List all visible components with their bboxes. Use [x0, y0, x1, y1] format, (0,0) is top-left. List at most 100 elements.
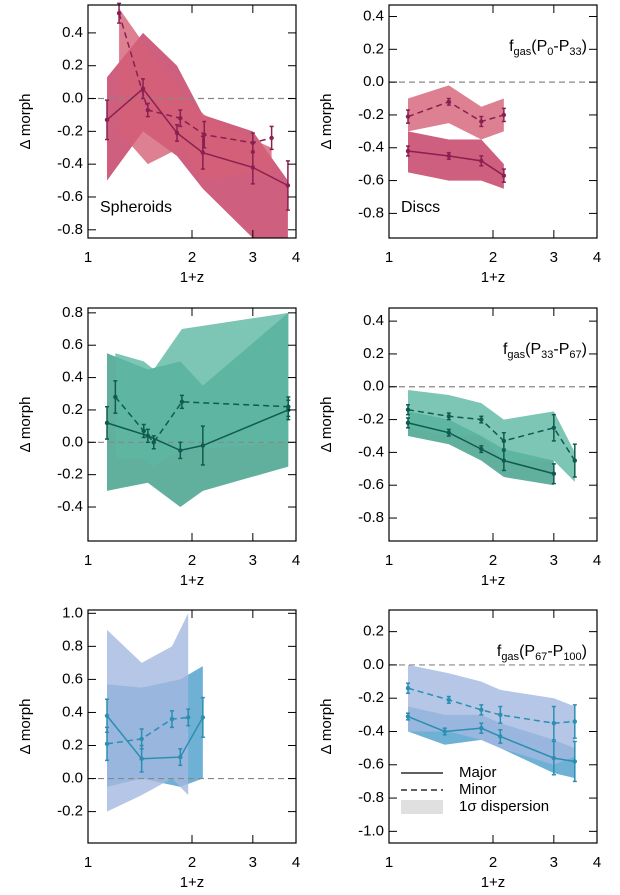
y-tick-label: -0.8: [358, 789, 384, 806]
x-tick-label: 2: [188, 249, 196, 266]
data-point: [178, 448, 183, 453]
x-tick-label: 1: [84, 249, 92, 266]
annotation-part: (P: [531, 38, 547, 55]
annotation-part: f: [509, 38, 514, 55]
annotation-part: ): [582, 643, 587, 660]
x-axis-label: 1+z: [180, 572, 205, 589]
y-tick-label: 0.0: [62, 770, 83, 787]
y-axis-label: Δ morph: [17, 94, 34, 150]
y-tick-label: -0.6: [358, 476, 384, 493]
y-tick-label: -0.8: [358, 509, 384, 526]
data-point: [551, 471, 557, 476]
data-point: [405, 407, 411, 412]
panel: 0.2 0.0 -0.2 -0.4 -0.6 -0.8 -1.01 2 3 4 1+z Δ morph…: [318, 609, 601, 891]
x-tick-label: 4: [292, 249, 300, 266]
legend-swatch: [401, 800, 443, 814]
annotation-part: ): [582, 341, 587, 358]
y-tick-label: 0.6: [62, 670, 83, 687]
legend-label: Minor: [459, 781, 497, 798]
annotation-part: 100: [563, 651, 581, 663]
data-point: [405, 148, 411, 154]
y-tick-label: 0.2: [363, 345, 384, 362]
data-point: [446, 414, 452, 419]
y-tick-label: -0.4: [358, 722, 384, 739]
data-point: [446, 697, 452, 703]
data-point: [551, 755, 557, 761]
series-line: [106, 716, 189, 745]
data-point: [116, 11, 122, 16]
y-tick-label: 0.0: [363, 378, 384, 395]
annotation: fgas(P67-P100): [497, 643, 587, 663]
y-tick-label: -0.2: [57, 466, 83, 483]
annotation-part: gas: [501, 651, 519, 663]
y-tick-label: 0.2: [62, 401, 83, 418]
data-point: [104, 420, 110, 426]
annotation: fgas(P33-P67): [503, 341, 587, 361]
x-tick-label: 4: [593, 552, 601, 569]
annotation-part: ): [582, 38, 587, 55]
x-axis-label: 1+z: [481, 874, 506, 891]
dispersion-band: [408, 664, 575, 765]
x-axis-label: 1+z: [180, 269, 205, 286]
y-tick-label: -0.2: [57, 122, 83, 139]
y-tick-label: -0.2: [358, 106, 384, 123]
data-point: [250, 165, 256, 170]
y-tick-label: -0.4: [358, 443, 384, 460]
y-tick-label: 0.0: [62, 89, 83, 106]
series-line: [118, 12, 272, 144]
annotation-part: -P: [553, 38, 569, 55]
data-point: [551, 720, 557, 726]
dispersion-band: [107, 613, 189, 812]
dispersion-band: [119, 8, 272, 181]
y-tick-label: 0.4: [363, 312, 384, 329]
x-tick-label: 3: [249, 552, 257, 569]
data-point: [104, 117, 110, 123]
y-axis-label: Δ morph: [17, 397, 34, 453]
annotation-part: 33: [569, 46, 581, 58]
data-point: [104, 741, 110, 747]
annotation-part: f: [503, 341, 508, 358]
y-tick-label: 0.4: [363, 7, 384, 24]
x-tick-label: 2: [489, 249, 497, 266]
annotation-part: 67: [535, 651, 547, 663]
data-point: [446, 153, 452, 159]
data-point: [479, 446, 484, 452]
data-point: [405, 114, 411, 119]
x-tick-label: 3: [550, 854, 558, 871]
data-point: [479, 119, 484, 124]
series-line: [407, 408, 576, 462]
data-point: [269, 135, 274, 141]
series-line: [106, 715, 204, 760]
y-tick-label: 0.2: [363, 40, 384, 57]
data-point: [151, 440, 156, 445]
y-tick-label: 0.2: [62, 736, 83, 753]
data-point: [479, 158, 484, 164]
data-point: [501, 173, 507, 178]
y-tick-label: -0.4: [57, 155, 83, 172]
annotation: fgas(P0-P33): [509, 38, 587, 58]
data-point: [498, 712, 503, 718]
annotation: Discs: [401, 199, 440, 216]
y-axis-label: Δ morph: [17, 699, 34, 755]
y-tick-label: 0.0: [363, 656, 384, 673]
y-tick-label: -0.8: [57, 221, 83, 238]
data-point: [501, 438, 507, 444]
panel: 0.4 0.2 0.0 -0.2 -0.4 -0.6 -0.81 2 3 4 1+z Δ morph S…: [17, 2, 300, 286]
y-axis-label: Δ morph: [318, 699, 335, 755]
y-tick-label: -0.2: [57, 803, 83, 820]
x-tick-label: 2: [489, 854, 497, 871]
data-point: [286, 404, 291, 409]
data-point: [178, 754, 183, 760]
data-point: [169, 716, 175, 722]
y-axis-label: Δ morph: [318, 94, 335, 150]
data-point: [551, 425, 557, 430]
x-tick-label: 1: [385, 249, 393, 266]
data-point: [479, 417, 484, 422]
y-tick-label: -0.4: [57, 498, 83, 515]
data-point: [479, 725, 484, 731]
x-tick-label: 3: [550, 249, 558, 266]
data-point: [285, 183, 291, 188]
x-tick-label: 3: [550, 552, 558, 569]
series-line: [114, 396, 289, 444]
